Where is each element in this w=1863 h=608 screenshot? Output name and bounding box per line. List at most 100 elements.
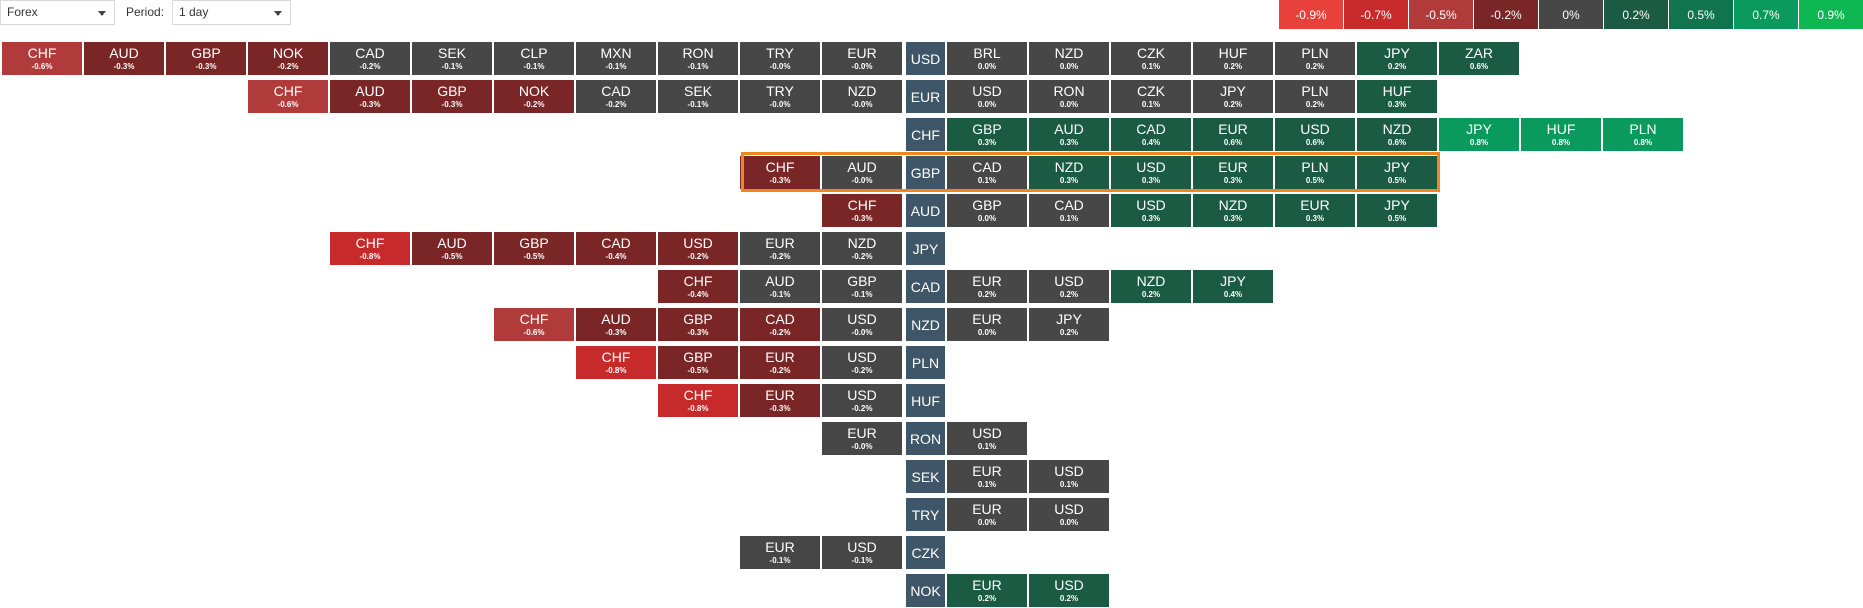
pair-cell-nok[interactable]: NOK -0.2% bbox=[494, 80, 574, 113]
pair-cell-usd[interactable]: USD 0.0% bbox=[1029, 498, 1109, 531]
pair-cell-pln[interactable]: PLN 0.2% bbox=[1275, 80, 1355, 113]
pair-cell-aud[interactable]: AUD -0.0% bbox=[822, 156, 902, 189]
pair-cell-gbp[interactable]: GBP 0.3% bbox=[947, 118, 1027, 151]
pair-cell-gbp[interactable]: GBP -0.3% bbox=[166, 42, 246, 75]
pair-cell-usd[interactable]: USD 0.1% bbox=[1029, 460, 1109, 493]
pair-cell-nzd[interactable]: NZD 0.6% bbox=[1357, 118, 1437, 151]
pair-cell-eur[interactable]: EUR 0.6% bbox=[1193, 118, 1273, 151]
pair-cell-usd[interactable]: USD 0.2% bbox=[1029, 574, 1109, 607]
pair-cell-eur[interactable]: EUR -0.2% bbox=[740, 346, 820, 379]
pair-cell-aud[interactable]: AUD -0.3% bbox=[576, 308, 656, 341]
pair-cell-chf[interactable]: CHF -0.6% bbox=[494, 308, 574, 341]
pair-cell-eur[interactable]: EUR 0.3% bbox=[1275, 194, 1355, 227]
pair-cell-usd[interactable]: USD 0.3% bbox=[1111, 194, 1191, 227]
pair-cell-ron[interactable]: RON 0.0% bbox=[1029, 80, 1109, 113]
pair-cell-cad[interactable]: CAD -0.2% bbox=[740, 308, 820, 341]
pair-cell-jpy[interactable]: JPY 0.4% bbox=[1193, 270, 1273, 303]
pair-cell-usd[interactable]: USD 0.1% bbox=[947, 422, 1027, 455]
pair-cell-try[interactable]: TRY -0.0% bbox=[740, 80, 820, 113]
pair-cell-jpy[interactable]: JPY 0.2% bbox=[1193, 80, 1273, 113]
pair-cell-gbp[interactable]: GBP 0.0% bbox=[947, 194, 1027, 227]
pair-cell-eur[interactable]: EUR 0.2% bbox=[947, 270, 1027, 303]
pair-code: CHF bbox=[683, 387, 713, 403]
pair-cell-zar[interactable]: ZAR 0.6% bbox=[1439, 42, 1519, 75]
pair-cell-ron[interactable]: RON -0.1% bbox=[658, 42, 738, 75]
pair-cell-jpy[interactable]: JPY 0.8% bbox=[1439, 118, 1519, 151]
pair-cell-usd[interactable]: USD -0.2% bbox=[822, 384, 902, 417]
pair-cell-cad[interactable]: CAD -0.2% bbox=[576, 80, 656, 113]
pair-code: AUD bbox=[109, 45, 139, 61]
pair-cell-gbp[interactable]: GBP -0.5% bbox=[494, 232, 574, 265]
pair-code: USD bbox=[1054, 501, 1084, 517]
pair-cell-czk[interactable]: CZK 0.1% bbox=[1111, 80, 1191, 113]
period-select[interactable]: 1 day bbox=[172, 0, 291, 25]
pair-cell-eur[interactable]: EUR -0.1% bbox=[740, 536, 820, 569]
pair-cell-gbp[interactable]: GBP -0.3% bbox=[658, 308, 738, 341]
pair-cell-cad[interactable]: CAD 0.1% bbox=[1029, 194, 1109, 227]
pair-cell-nok[interactable]: NOK -0.2% bbox=[248, 42, 328, 75]
pair-cell-usd[interactable]: USD 0.0% bbox=[947, 80, 1027, 113]
pair-cell-cad[interactable]: CAD -0.2% bbox=[330, 42, 410, 75]
pair-cell-eur[interactable]: EUR 0.0% bbox=[947, 308, 1027, 341]
pair-cell-jpy[interactable]: JPY 0.5% bbox=[1357, 156, 1437, 189]
pair-cell-gbp[interactable]: GBP -0.5% bbox=[658, 346, 738, 379]
pair-cell-mxn[interactable]: MXN -0.1% bbox=[576, 42, 656, 75]
pair-cell-cad[interactable]: CAD 0.4% bbox=[1111, 118, 1191, 151]
pair-cell-huf[interactable]: HUF 0.3% bbox=[1357, 80, 1437, 113]
pair-cell-gbp[interactable]: GBP -0.3% bbox=[412, 80, 492, 113]
pair-cell-czk[interactable]: CZK 0.1% bbox=[1111, 42, 1191, 75]
pair-cell-chf[interactable]: CHF -0.6% bbox=[2, 42, 82, 75]
pair-cell-nzd[interactable]: NZD 0.3% bbox=[1193, 194, 1273, 227]
pair-cell-usd[interactable]: USD -0.2% bbox=[822, 346, 902, 379]
pair-cell-nzd[interactable]: NZD 0.2% bbox=[1111, 270, 1191, 303]
pair-cell-nzd[interactable]: NZD -0.2% bbox=[822, 232, 902, 265]
pair-cell-huf[interactable]: HUF 0.8% bbox=[1521, 118, 1601, 151]
pair-cell-pln[interactable]: PLN 0.2% bbox=[1275, 42, 1355, 75]
pair-cell-eur[interactable]: EUR -0.3% bbox=[740, 384, 820, 417]
pair-cell-chf[interactable]: CHF -0.6% bbox=[248, 80, 328, 113]
pair-cell-chf[interactable]: CHF -0.3% bbox=[740, 156, 820, 189]
pair-cell-usd[interactable]: USD 0.2% bbox=[1029, 270, 1109, 303]
pair-cell-gbp[interactable]: GBP -0.1% bbox=[822, 270, 902, 303]
pair-cell-nzd[interactable]: NZD -0.0% bbox=[822, 80, 902, 113]
pair-cell-pln[interactable]: PLN 0.8% bbox=[1603, 118, 1683, 151]
pair-cell-aud[interactable]: AUD 0.3% bbox=[1029, 118, 1109, 151]
pair-cell-nzd[interactable]: NZD 0.3% bbox=[1029, 156, 1109, 189]
pair-cell-cad[interactable]: CAD -0.4% bbox=[576, 232, 656, 265]
pair-cell-jpy[interactable]: JPY 0.2% bbox=[1029, 308, 1109, 341]
pair-cell-aud[interactable]: AUD -0.5% bbox=[412, 232, 492, 265]
pair-cell-pln[interactable]: PLN 0.5% bbox=[1275, 156, 1355, 189]
pair-cell-huf[interactable]: HUF 0.2% bbox=[1193, 42, 1273, 75]
pair-cell-aud[interactable]: AUD -0.1% bbox=[740, 270, 820, 303]
pair-cell-chf[interactable]: CHF -0.4% bbox=[658, 270, 738, 303]
pair-cell-clp[interactable]: CLP -0.1% bbox=[494, 42, 574, 75]
pair-cell-cad[interactable]: CAD 0.1% bbox=[947, 156, 1027, 189]
pair-cell-try[interactable]: TRY -0.0% bbox=[740, 42, 820, 75]
pair-cell-jpy[interactable]: JPY 0.2% bbox=[1357, 42, 1437, 75]
pair-cell-chf[interactable]: CHF -0.3% bbox=[822, 194, 902, 227]
pair-cell-aud[interactable]: AUD -0.3% bbox=[84, 42, 164, 75]
pair-cell-sek[interactable]: SEK -0.1% bbox=[412, 42, 492, 75]
pair-cell-chf[interactable]: CHF -0.8% bbox=[330, 232, 410, 265]
pair-cell-eur[interactable]: EUR -0.2% bbox=[740, 232, 820, 265]
pair-cell-chf[interactable]: CHF -0.8% bbox=[576, 346, 656, 379]
pair-cell-eur[interactable]: EUR 0.0% bbox=[947, 498, 1027, 531]
pair-cell-chf[interactable]: CHF -0.8% bbox=[658, 384, 738, 417]
pair-cell-eur[interactable]: EUR -0.0% bbox=[822, 422, 902, 455]
pair-change: 0.1% bbox=[1059, 480, 1079, 489]
pair-cell-eur[interactable]: EUR 0.3% bbox=[1193, 156, 1273, 189]
pair-cell-jpy[interactable]: JPY 0.5% bbox=[1357, 194, 1437, 227]
pair-cell-eur[interactable]: EUR 0.1% bbox=[947, 460, 1027, 493]
market-select[interactable]: Forex bbox=[0, 0, 115, 25]
pair-cell-eur[interactable]: EUR 0.2% bbox=[947, 574, 1027, 607]
pair-cell-sek[interactable]: SEK -0.1% bbox=[658, 80, 738, 113]
pair-cell-usd[interactable]: USD -0.1% bbox=[822, 536, 902, 569]
pair-cell-eur[interactable]: EUR -0.0% bbox=[822, 42, 902, 75]
pair-cell-usd[interactable]: USD 0.6% bbox=[1275, 118, 1355, 151]
pair-cell-brl[interactable]: BRL 0.0% bbox=[947, 42, 1027, 75]
pair-cell-usd[interactable]: USD -0.0% bbox=[822, 308, 902, 341]
pair-cell-usd[interactable]: USD -0.2% bbox=[658, 232, 738, 265]
pair-cell-aud[interactable]: AUD -0.3% bbox=[330, 80, 410, 113]
pair-cell-usd[interactable]: USD 0.3% bbox=[1111, 156, 1191, 189]
pair-cell-nzd[interactable]: NZD 0.0% bbox=[1029, 42, 1109, 75]
